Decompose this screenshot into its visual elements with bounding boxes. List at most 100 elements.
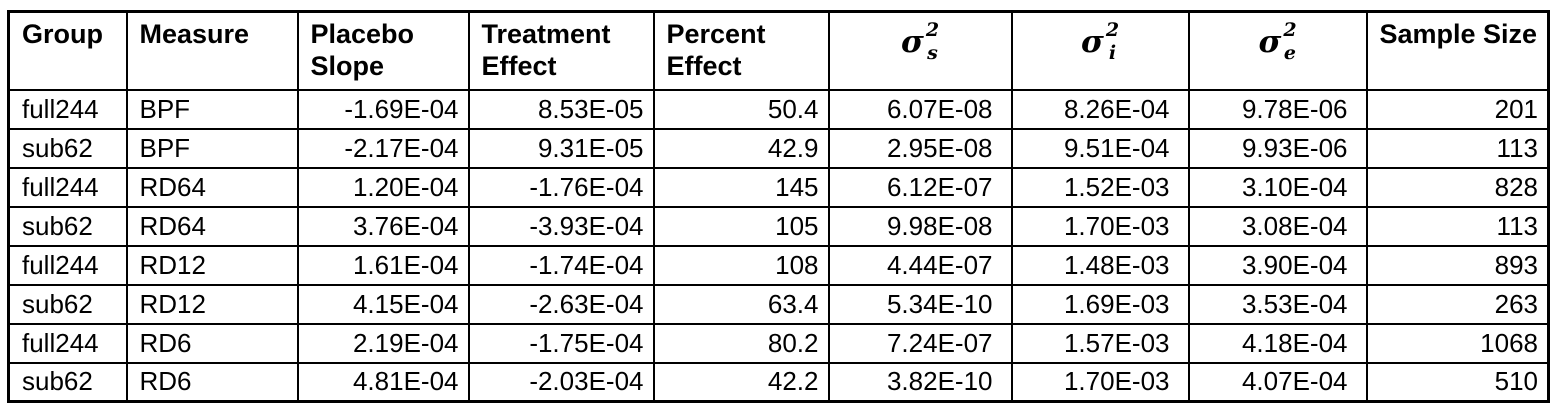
cell-percent-effect: 145: [652, 166, 830, 208]
cell-sigma-s: 3.82E-10: [827, 361, 1013, 403]
cell-measure: RD64: [125, 205, 299, 247]
column-header-percent-effect: Percent Effect: [652, 10, 830, 91]
cell-sigma-e: 9.93E-06: [1187, 127, 1368, 169]
column-header-label: Treatment Effect: [481, 19, 611, 81]
cell-sample-size: 201: [1365, 88, 1550, 130]
cell-group: full244: [7, 166, 128, 208]
cell-sigma-i: 1.48E-03: [1010, 244, 1190, 286]
column-header-label: Sample Size: [1379, 19, 1538, 49]
cell-placebo-slope: -2.17E-04: [296, 127, 470, 169]
cell-sigma-s: 6.12E-07: [827, 166, 1013, 208]
results-table: Group Measure Placebo Slope Treatment Ef…: [7, 10, 1550, 403]
cell-placebo-slope: 4.81E-04: [296, 361, 470, 403]
cell-percent-effect: 63.4: [652, 283, 830, 325]
table-body: full244 BPF -1.69E-04 8.53E-05 50.4 6.07E-08 8…: [7, 88, 1550, 403]
cell-group: sub62: [7, 361, 128, 403]
cell-group: full244: [7, 88, 128, 130]
table-row: sub62 RD12 4.15E-04 -2.63E-04 63.4 5.34E-10 1.…: [7, 283, 1550, 325]
cell-treatment-effect: 9.31E-05: [467, 127, 655, 169]
cell-treatment-effect: -1.74E-04: [467, 244, 655, 286]
cell-sigma-e: 4.18E-04: [1187, 322, 1368, 364]
cell-group: full244: [7, 322, 128, 364]
cell-measure: RD6: [125, 361, 299, 403]
cell-sigma-i: 1.70E-03: [1010, 205, 1190, 247]
cell-sample-size: 893: [1365, 244, 1550, 286]
cell-treatment-effect: -1.76E-04: [467, 166, 655, 208]
cell-sigma-e: 3.90E-04: [1187, 244, 1368, 286]
column-header-label: Measure: [139, 19, 250, 49]
cell-sigma-i: 1.57E-03: [1010, 322, 1190, 364]
cell-measure: RD6: [125, 322, 299, 364]
cell-sample-size: 113: [1365, 205, 1550, 247]
cell-percent-effect: 80.2: [652, 322, 830, 364]
cell-group: full244: [7, 244, 128, 286]
column-header-sample-size: Sample Size: [1365, 10, 1550, 91]
table-row: full244 RD6 2.19E-04 -1.75E-04 80.2 7.24E-07 1…: [7, 322, 1550, 364]
cell-sigma-e: 3.53E-04: [1187, 283, 1368, 325]
cell-placebo-slope: 1.20E-04: [296, 166, 470, 208]
table-row: full244 RD64 1.20E-04 -1.76E-04 145 6.12E-07 1…: [7, 166, 1550, 208]
table-header: Group Measure Placebo Slope Treatment Ef…: [7, 10, 1550, 91]
table-row: full244 BPF -1.69E-04 8.53E-05 50.4 6.07E-08 8…: [7, 88, 1550, 130]
cell-sigma-s: 5.34E-10: [827, 283, 1013, 325]
cell-sigma-e: 3.08E-04: [1187, 205, 1368, 247]
cell-measure: BPF: [125, 88, 299, 130]
cell-sample-size: 113: [1365, 127, 1550, 169]
cell-group: sub62: [7, 283, 128, 325]
cell-sigma-s: 7.24E-07: [827, 322, 1013, 364]
cell-percent-effect: 108: [652, 244, 830, 286]
cell-placebo-slope: 4.15E-04: [296, 283, 470, 325]
cell-sigma-s: 4.44E-07: [827, 244, 1013, 286]
cell-percent-effect: 42.2: [652, 361, 830, 403]
cell-sigma-e: 3.10E-04: [1187, 166, 1368, 208]
column-header-measure: Measure: [125, 10, 299, 91]
cell-measure: RD12: [125, 283, 299, 325]
column-header-treatment-effect: Treatment Effect: [467, 10, 655, 91]
table-row: full244 RD12 1.61E-04 -1.74E-04 108 4.44E-07 1…: [7, 244, 1550, 286]
cell-treatment-effect: -3.93E-04: [467, 205, 655, 247]
cell-placebo-slope: 3.76E-04: [296, 205, 470, 247]
cell-sigma-s: 6.07E-08: [827, 88, 1013, 130]
column-header-group: Group: [7, 10, 128, 91]
cell-treatment-effect: -2.63E-04: [467, 283, 655, 325]
cell-sigma-s: 9.98E-08: [827, 205, 1013, 247]
cell-measure: RD12: [125, 244, 299, 286]
cell-measure: RD64: [125, 166, 299, 208]
cell-treatment-effect: -1.75E-04: [467, 322, 655, 364]
cell-sigma-i: 9.51E-04: [1010, 127, 1190, 169]
table-row: sub62 BPF -2.17E-04 9.31E-05 42.9 2.95E-08 9.5…: [7, 127, 1550, 169]
cell-placebo-slope: 1.61E-04: [296, 244, 470, 286]
cell-group: sub62: [7, 205, 128, 247]
header-row: Group Measure Placebo Slope Treatment Ef…: [7, 10, 1550, 91]
table-row: sub62 RD6 4.81E-04 -2.03E-04 42.2 3.82E-10 1.7…: [7, 361, 1550, 403]
column-header-placebo-slope: Placebo Slope: [296, 10, 470, 91]
cell-sigma-i: 1.52E-03: [1010, 166, 1190, 208]
cell-sigma-e: 9.78E-06: [1187, 88, 1368, 130]
column-header-label: Group: [22, 19, 103, 49]
cell-sigma-i: 1.70E-03: [1010, 361, 1190, 403]
cell-placebo-slope: -1.69E-04: [296, 88, 470, 130]
column-header-label: Placebo Slope: [310, 19, 415, 81]
column-header-label: Percent Effect: [666, 19, 766, 81]
cell-percent-effect: 105: [652, 205, 830, 247]
cell-treatment-effect: -2.03E-04: [467, 361, 655, 403]
cell-treatment-effect: 8.53E-05: [467, 88, 655, 130]
cell-sigma-e: 4.07E-04: [1187, 361, 1368, 403]
cell-group: sub62: [7, 127, 128, 169]
cell-sample-size: 510: [1365, 361, 1550, 403]
cell-percent-effect: 42.9: [652, 127, 830, 169]
table-row: sub62 RD64 3.76E-04 -3.93E-04 105 9.98E-08 1.7…: [7, 205, 1550, 247]
cell-sample-size: 263: [1365, 283, 1550, 325]
cell-sigma-i: 1.69E-03: [1010, 283, 1190, 325]
cell-placebo-slope: 2.19E-04: [296, 322, 470, 364]
cell-measure: BPF: [125, 127, 299, 169]
cell-sigma-i: 8.26E-04: [1010, 88, 1190, 130]
cell-sample-size: 828: [1365, 166, 1550, 208]
cell-sample-size: 1068: [1365, 322, 1550, 364]
